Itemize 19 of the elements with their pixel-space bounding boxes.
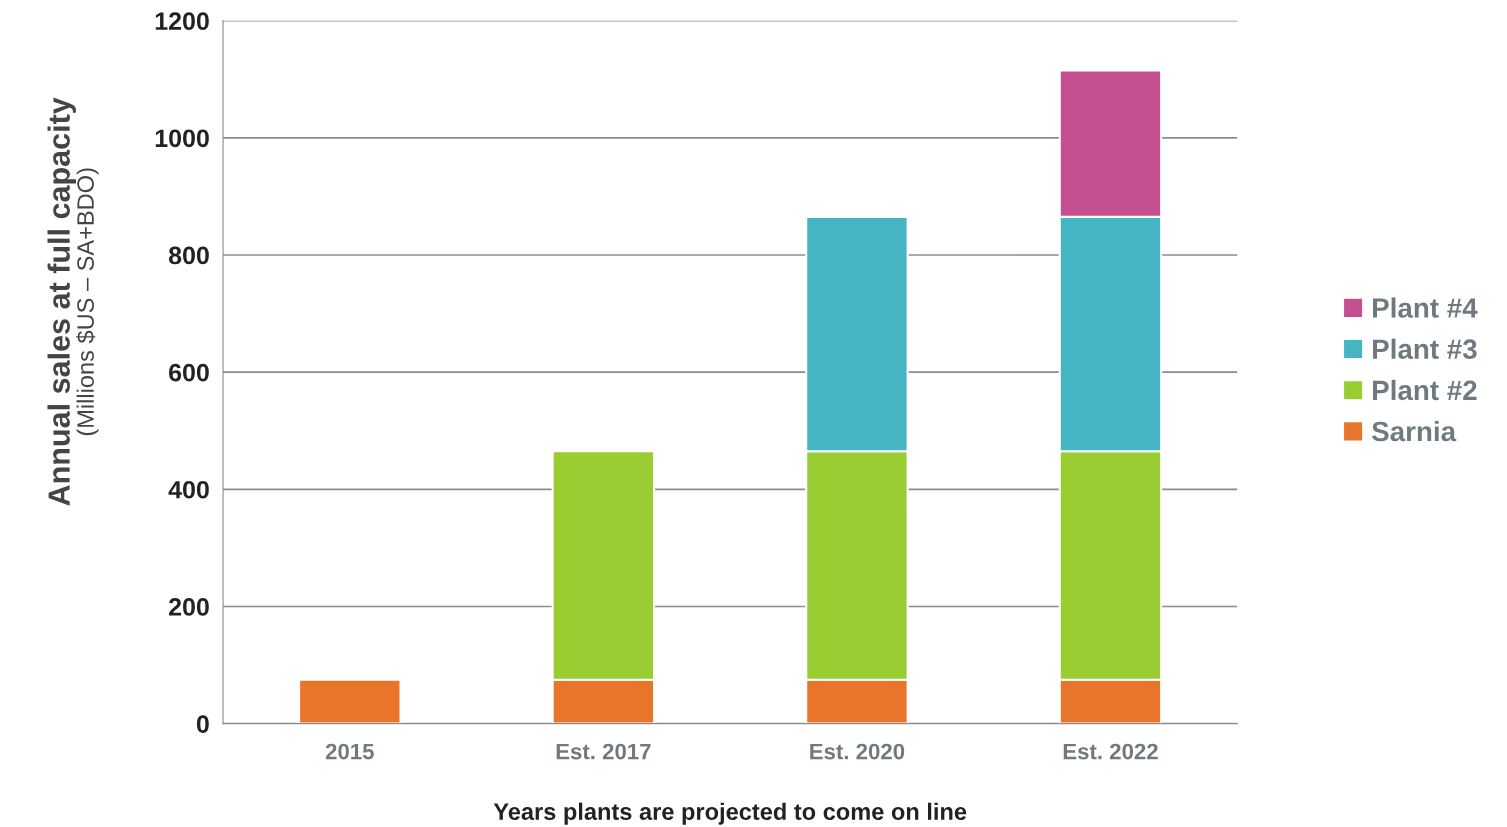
- x-tick-label: Est. 2017: [556, 743, 651, 760]
- y-tick-label: 1000: [155, 129, 209, 148]
- legend-label: Plant #2: [1373, 379, 1477, 401]
- y-tick-label: 200: [169, 598, 209, 616]
- y-axis-title: Annual sales at full capacity: [47, 97, 76, 506]
- x-axis-title: Years plants are projected to come on line: [493, 802, 967, 825]
- y-tick-label: 600: [169, 363, 209, 382]
- text: (Millions $US – SA+BDO): [76, 168, 99, 436]
- x-tick-label: Est. 2022: [1063, 743, 1158, 760]
- x-tick-label: 2015: [325, 743, 374, 760]
- y-tick-label: 1200: [155, 12, 209, 30]
- y-tick-label: 0: [196, 715, 209, 733]
- legend-label: Plant #3: [1373, 338, 1477, 360]
- y-tick-label: 800: [168, 246, 209, 265]
- y-tick-label: 400: [168, 480, 209, 499]
- legend-label: Sarnia: [1371, 420, 1457, 442]
- x-tick-label: Est. 2020: [810, 743, 905, 760]
- legend-label: Plant #4: [1373, 297, 1478, 318]
- bar: [298, 678, 402, 724]
